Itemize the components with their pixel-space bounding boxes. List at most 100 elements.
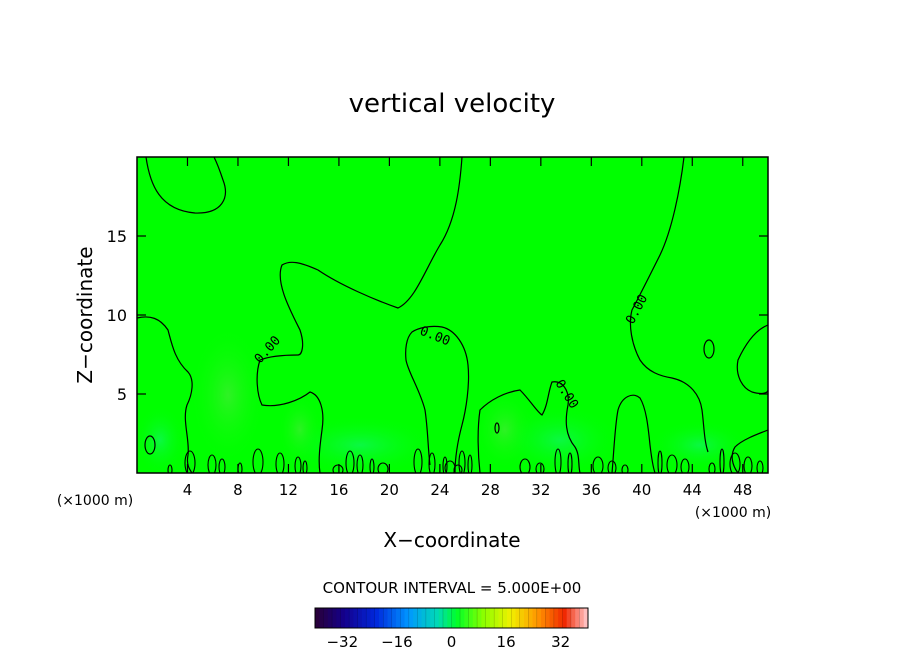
colorbar-cell xyxy=(583,608,589,628)
colorbar-cell xyxy=(438,608,444,628)
chart-title: vertical velocity xyxy=(349,89,556,119)
surface-contour xyxy=(207,454,217,473)
y-axis: 5 10 15 xyxy=(107,227,768,404)
colorbar-cell xyxy=(425,608,431,628)
colorbar-cell xyxy=(447,608,452,628)
colorbar-cell xyxy=(562,608,568,628)
colorbar-cell xyxy=(361,608,367,628)
colorbar-cell xyxy=(370,608,376,628)
x-tick-label: 4 xyxy=(183,481,193,499)
colorbar-cell xyxy=(366,608,371,628)
surface-contour xyxy=(467,454,473,473)
x-tick-label: 20 xyxy=(380,481,399,499)
colorbar-cell xyxy=(442,608,448,628)
colorbar-cell xyxy=(383,608,389,628)
x-tick-label: 28 xyxy=(481,481,500,499)
surface-contour xyxy=(708,462,716,473)
contour-line xyxy=(256,157,463,473)
colorbar-cell xyxy=(515,608,521,628)
surface-contour xyxy=(666,454,678,473)
colorbar-tick-label: 32 xyxy=(551,633,570,651)
x-axis-label: X−coordinate xyxy=(383,528,520,552)
surface-contour xyxy=(413,448,423,473)
y-axis-label: Z−coordinate xyxy=(73,246,97,383)
surface-contour xyxy=(729,452,741,473)
field-shading xyxy=(137,325,750,473)
x-tick-label: 24 xyxy=(430,481,449,499)
y-tick-label: 5 xyxy=(117,385,127,404)
colorbar-cell xyxy=(315,608,320,628)
surface-contour xyxy=(275,452,285,473)
contour-line xyxy=(611,394,656,473)
y-tick-label: 10 xyxy=(107,306,127,325)
colorbar-cell xyxy=(541,608,546,628)
surface-contour xyxy=(444,460,456,473)
x-tick-label: 12 xyxy=(279,481,298,499)
surface-contour xyxy=(428,452,436,473)
contour-loop xyxy=(144,435,156,455)
colorbar-cell xyxy=(430,608,435,628)
surface-contour xyxy=(294,456,302,473)
colorbar-cell xyxy=(374,608,380,628)
surface-contour xyxy=(302,460,308,473)
surface-contour xyxy=(554,448,562,473)
colorbar-cell xyxy=(323,608,329,628)
colorbar-cell xyxy=(340,608,346,628)
surface-contour xyxy=(621,464,629,473)
colorbar xyxy=(314,607,589,629)
surface-contour xyxy=(453,464,463,473)
colorbar-cell xyxy=(332,608,337,628)
x-tick-label: 32 xyxy=(531,481,550,499)
x-tick-label: 36 xyxy=(582,481,601,499)
plot-area: 0.00 0.00 0.00 0.00 xyxy=(136,156,769,474)
surface-contour xyxy=(519,458,531,473)
colorbar-cell xyxy=(344,608,350,628)
surface-contour xyxy=(592,456,604,473)
colorbar-cell xyxy=(336,608,342,628)
surface-contour xyxy=(356,454,364,473)
colorbar-cell xyxy=(434,608,440,628)
colorbar-cell xyxy=(524,608,529,628)
colorbar-cell xyxy=(319,608,325,628)
colorbar-cell xyxy=(455,608,461,628)
colorbar-cell xyxy=(421,608,427,628)
surface-contour xyxy=(377,462,389,473)
colorbar-cell xyxy=(396,608,401,628)
colorbar-cell xyxy=(387,608,393,628)
x-unit-left: (×1000 m) xyxy=(57,493,133,509)
colorbar-cell xyxy=(349,608,354,628)
colorbar-cell xyxy=(353,608,359,628)
surface-contour xyxy=(657,450,663,473)
colorbar-cell xyxy=(460,608,465,628)
colorbar-ticks: −32 −16 0 16 32 xyxy=(326,633,570,651)
surface-contour xyxy=(680,458,690,473)
colorbar-cell xyxy=(468,608,474,628)
surface-contour xyxy=(535,462,545,473)
colorbar-cell xyxy=(506,608,512,628)
surface-contour xyxy=(607,460,617,473)
contour-line xyxy=(731,429,768,473)
colorbar-cell xyxy=(502,608,508,628)
colorbar-cell xyxy=(545,608,551,628)
contour-line xyxy=(137,316,193,473)
colorbar-cell xyxy=(566,608,572,628)
colorbar-cell xyxy=(413,608,418,628)
colorbar-cell xyxy=(519,608,525,628)
surface-contour xyxy=(345,450,355,473)
colorbar-cell xyxy=(327,608,333,628)
x-tick-label: 16 xyxy=(329,481,348,499)
colorbar-cell xyxy=(558,608,563,628)
surface-contour xyxy=(167,464,173,473)
surface-contour xyxy=(743,456,753,473)
colorbar-cell xyxy=(511,608,516,628)
colorbar-cell xyxy=(575,608,580,628)
x-tick-label: 44 xyxy=(683,481,702,499)
surface-contour xyxy=(184,450,196,473)
colorbar-cell xyxy=(408,608,414,628)
colorbar-tick-label: 0 xyxy=(447,633,457,651)
colorbar-cell xyxy=(528,608,534,628)
x-tick-label: 48 xyxy=(733,481,752,499)
colorbar-cell xyxy=(536,608,542,628)
colorbar-cell xyxy=(391,608,397,628)
colorbar-cell xyxy=(357,608,363,628)
